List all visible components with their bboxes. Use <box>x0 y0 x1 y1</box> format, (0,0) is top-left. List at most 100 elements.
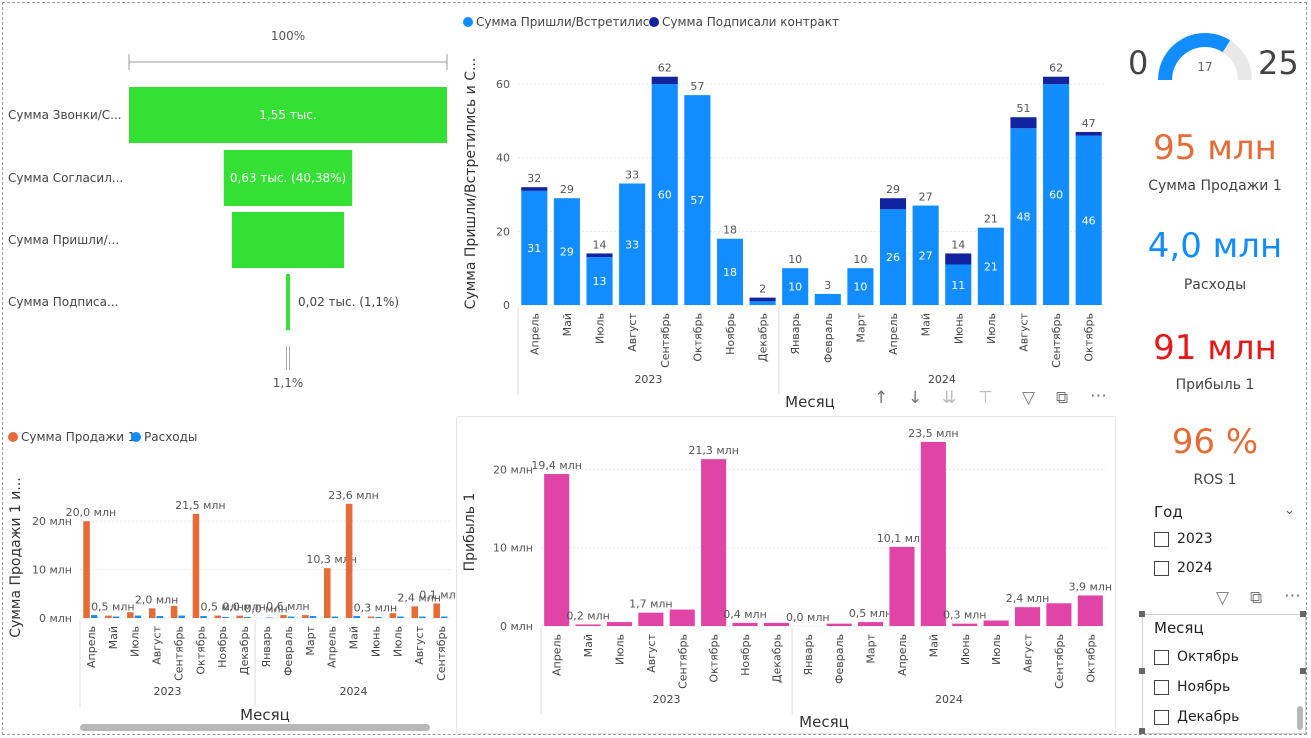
slicer-month-box <box>1142 614 1306 734</box>
bar <box>323 568 331 618</box>
focus-mode-icon[interactable]: ⧉ <box>1056 388 1069 408</box>
bar-total-label: 27 <box>919 191 933 204</box>
bar-inner-label: 29 <box>560 246 574 259</box>
bar-data-label: 0,0 млн <box>244 603 288 616</box>
x-tick-label: Октябрь <box>708 634 721 683</box>
y-tick-label: 10 млн <box>493 542 533 555</box>
slicer-month-handle[interactable] <box>1139 668 1145 674</box>
checkbox[interactable] <box>1154 649 1169 665</box>
bar-data-label: 23,6 млн <box>328 489 379 502</box>
bar <box>1043 84 1070 305</box>
bar-data-label: 0,4 млн <box>723 608 767 621</box>
more-options-icon[interactable]: ⋯ <box>1284 586 1301 606</box>
x-tick-label: Октябрь <box>691 313 704 362</box>
arrow-up-icon[interactable]: ↑ <box>874 388 889 408</box>
x-tick-label: Сентябрь <box>1050 313 1063 368</box>
bar-data-label: 0,2 млн <box>566 609 610 622</box>
chevron-down-icon[interactable]: ⌄ <box>1284 503 1295 518</box>
slicer-month-handle[interactable] <box>1300 668 1306 674</box>
slicer-year-item-2023[interactable]: 2023 <box>1154 531 1213 547</box>
slicer-month-item-november[interactable]: Ноябрь <box>1154 679 1230 695</box>
horizontal-scrollbar[interactable] <box>80 724 430 731</box>
meetings-bar-chart[interactable]: Сумма Пришли/Встретились Сумма Подписали … <box>455 5 1120 415</box>
bar <box>192 513 200 618</box>
bar <box>847 268 874 305</box>
y-tick-label: 40 <box>496 152 510 165</box>
legend-label: Сумма Пришли/Встретились <box>476 15 656 29</box>
legend-marker <box>8 432 18 442</box>
funnel-bar[interactable] <box>223 150 353 206</box>
x-tick-label: Июль <box>613 634 626 665</box>
x-tick-label: Май <box>561 313 574 336</box>
bar <box>586 253 613 258</box>
bar <box>575 624 601 626</box>
more-options-icon[interactable]: ⋯ <box>1090 386 1107 406</box>
slicer-month-handle[interactable] <box>1139 611 1145 617</box>
bar <box>669 609 695 626</box>
bar <box>763 622 789 626</box>
bar <box>302 615 309 618</box>
double-arrow-down-icon[interactable]: ⇊ <box>942 388 957 408</box>
bar-inner-label: 60 <box>658 189 672 202</box>
year-group-label: 2023 <box>154 685 182 698</box>
bar-inner-label: 57 <box>690 194 704 207</box>
checkbox[interactable] <box>1154 679 1169 695</box>
bar <box>170 605 178 618</box>
bar-total-label: 51 <box>1016 102 1030 115</box>
profit-bar-chart[interactable]: 0 млн 10 млн 20 млн Прибыль 1 19,4 млн Апрель… <box>456 416 1116 734</box>
filter-icon[interactable]: ▽ <box>1216 588 1230 608</box>
bar <box>353 616 360 618</box>
checkbox[interactable] <box>1154 560 1169 576</box>
slicer-month-handle[interactable] <box>1300 611 1306 617</box>
gauge-chart[interactable] <box>1125 20 1305 90</box>
gauge-max: 25 <box>1258 44 1299 82</box>
bar <box>178 615 185 618</box>
funnel-chart[interactable]: 100% Сумма Звонки/С... 1,55 тыс. Сумма Согл… <box>0 20 455 400</box>
funnel-bar[interactable] <box>286 274 290 330</box>
legend-label: Сумма Продажи 1 <box>21 430 135 444</box>
bar <box>638 612 664 626</box>
legend-marker <box>649 17 659 27</box>
slicer-item-label: 2023 <box>1177 531 1213 547</box>
checkbox[interactable] <box>1154 709 1169 725</box>
bar <box>701 459 727 626</box>
slicer-year-item-2024[interactable]: 2024 <box>1154 560 1213 576</box>
expand-hierarchy-icon[interactable]: ⊤ <box>978 388 993 408</box>
x-tick-label: Апрель <box>551 634 564 676</box>
funnel-bar[interactable] <box>231 212 345 268</box>
profit-chart-border <box>456 416 1116 734</box>
bar-data-label: 2,4 млн <box>1006 592 1050 605</box>
vertical-scrollbar[interactable] <box>1297 706 1303 730</box>
bar <box>716 238 744 305</box>
sales-expenses-bar-chart[interactable]: Сумма Продажи 1 Расходы 0 млн 10 млн 20 млн С… <box>0 420 455 736</box>
bar <box>732 622 758 626</box>
kpi-expenses-value: 4,0 млн <box>1147 226 1283 266</box>
slicer-month-handle[interactable] <box>1139 728 1145 734</box>
bar-inner-label: 13 <box>593 275 607 288</box>
bar <box>879 198 907 210</box>
funnel-stage-label: Сумма Согласил... <box>8 171 123 185</box>
arrow-down-icon[interactable]: ↓ <box>908 388 923 408</box>
filter-icon[interactable]: ▽ <box>1022 388 1036 408</box>
bar <box>1010 128 1037 305</box>
bar <box>367 616 375 618</box>
x-tick-label: Август <box>1017 312 1030 351</box>
bar <box>952 623 978 626</box>
bar <box>977 227 1004 305</box>
funnel-stage-label: Сумма Пришли/... <box>8 233 119 247</box>
x-tick-label: Май <box>920 313 933 336</box>
bar <box>651 84 678 305</box>
slicer-month-item-december[interactable]: Декабрь <box>1154 709 1239 725</box>
checkbox[interactable] <box>1154 531 1169 547</box>
bar <box>419 616 426 618</box>
bar-data-label: 2,0 млн <box>135 593 179 606</box>
bar-total-label: 62 <box>1049 62 1063 75</box>
slicer-month-item-october[interactable]: Октябрь <box>1154 649 1239 665</box>
slicer-year-title: Год <box>1154 503 1183 521</box>
bar <box>1075 135 1102 305</box>
focus-mode-icon[interactable]: ⧉ <box>1250 588 1263 608</box>
funnel-bottom-label: 1,1% <box>273 376 304 390</box>
bar <box>544 474 570 626</box>
funnel-bar[interactable] <box>129 87 447 143</box>
